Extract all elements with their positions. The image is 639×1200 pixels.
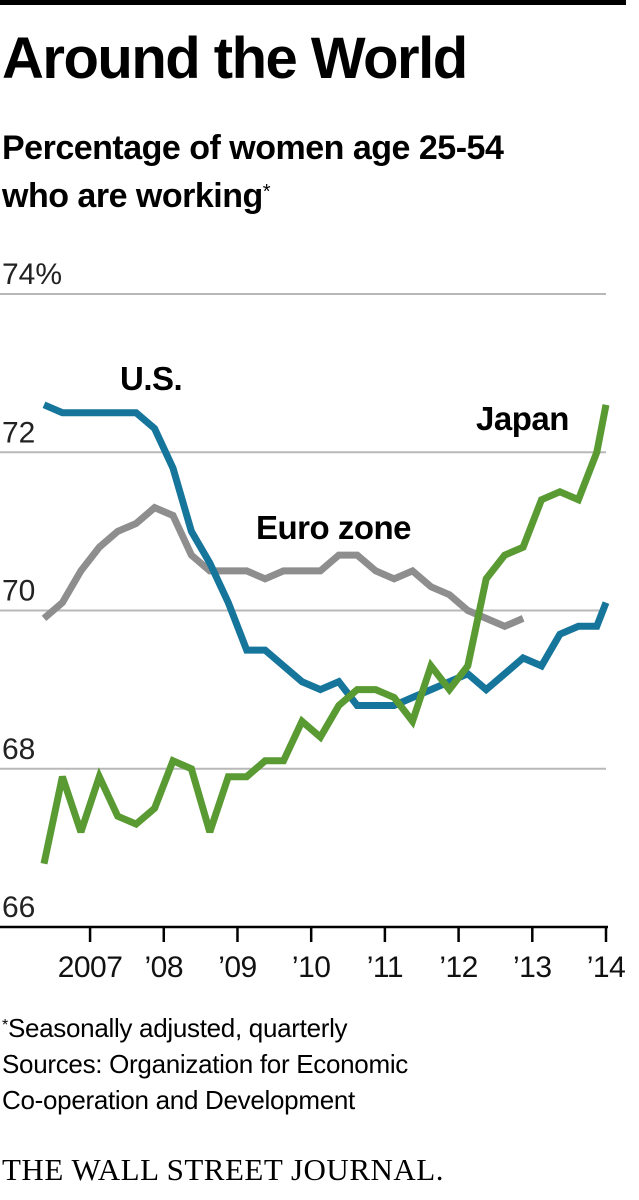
gridlines bbox=[0, 293, 606, 928]
line-chart: 74% 72 70 68 66 2007 ’08 ’09 ’10 ’11 ’12 ’13 ’14 U.… bbox=[0, 258, 626, 984]
source-line-1: Sources: Organization for Economic bbox=[2, 1049, 408, 1079]
x-axis: 2007 ’08 ’09 ’10 ’11 ’12 ’13 ’14 bbox=[0, 925, 626, 984]
subtitle-line-2-text: who are working bbox=[2, 177, 263, 215]
chart-title: Around the World bbox=[2, 26, 468, 91]
series-label-japan: Japan bbox=[476, 400, 569, 437]
x-tick-label-2008: ’08 bbox=[144, 951, 183, 984]
footnote-asterisk: * bbox=[2, 1017, 8, 1034]
x-tick-label-2013: ’13 bbox=[513, 951, 552, 984]
footnote-seasonal: *Seasonally adjusted, quarterly bbox=[2, 1010, 408, 1046]
series-label-us: U.S. bbox=[120, 360, 182, 397]
series-line-japan bbox=[40, 404, 610, 865]
subtitle-asterisk: * bbox=[262, 181, 271, 203]
x-tick-label-2014: ’14 bbox=[587, 951, 626, 984]
y-tick-label-74: 74% bbox=[2, 258, 62, 291]
y-tick-label-66: 66 bbox=[2, 891, 35, 924]
footnotes: *Seasonally adjusted, quarterly Sources:… bbox=[2, 1010, 408, 1118]
series-line-us bbox=[42, 401, 610, 709]
y-tick-label-68: 68 bbox=[2, 733, 35, 766]
subtitle-line-1: Percentage of women age 25-54 bbox=[2, 129, 504, 167]
y-axis-tick-labels: 74% 72 70 68 66 bbox=[2, 258, 62, 924]
x-tick-label-2007: 2007 bbox=[58, 951, 123, 984]
top-rule bbox=[0, 0, 626, 5]
series-label-euro: Euro zone bbox=[256, 509, 411, 546]
x-tick-label-2010: ’10 bbox=[292, 951, 331, 984]
subtitle-line-2: who are working* bbox=[2, 172, 503, 220]
series-lines bbox=[40, 401, 610, 865]
y-tick-label-70: 70 bbox=[2, 575, 35, 608]
footnote-text: Seasonally adjusted, quarterly bbox=[7, 1013, 348, 1043]
series-labels: U.S. Euro zone Japan bbox=[120, 360, 569, 546]
x-tick-label-2011: ’11 bbox=[367, 951, 403, 984]
x-tick-label-2012: ’12 bbox=[439, 951, 478, 984]
series-line-euro bbox=[41, 503, 525, 631]
publisher-logo: THE WALL STREET JOURNAL. bbox=[2, 1152, 444, 1187]
y-tick-label-72: 72 bbox=[2, 416, 35, 449]
source-line-2: Co-operation and Development bbox=[2, 1085, 355, 1115]
x-tick-label-2009: ’09 bbox=[218, 951, 257, 984]
chart-subtitle: Percentage of women age 25-54 who are wo… bbox=[2, 124, 504, 220]
